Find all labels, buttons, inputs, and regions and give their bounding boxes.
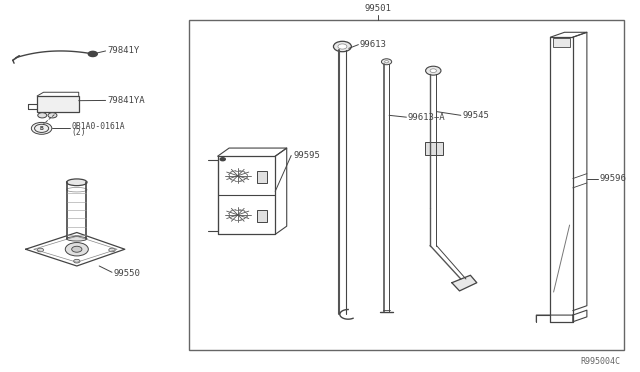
Circle shape [333,41,351,52]
Circle shape [338,44,347,49]
Text: 79841Y: 79841Y [108,46,140,55]
Circle shape [74,235,80,239]
Bar [189,20,624,350]
Text: 99596: 99596 [600,174,627,183]
Circle shape [88,51,97,57]
Circle shape [38,113,47,118]
Polygon shape [452,275,477,291]
Circle shape [37,248,44,252]
Circle shape [72,246,82,252]
Text: 0B1A0-0161A: 0B1A0-0161A [72,122,125,131]
Text: 99550: 99550 [114,269,141,278]
Text: 99613: 99613 [360,40,387,49]
Bar [425,142,443,155]
Circle shape [381,59,392,65]
Text: 79841YA: 79841YA [108,96,145,105]
Ellipse shape [67,179,87,186]
Circle shape [31,122,52,134]
Circle shape [35,124,49,132]
Text: 99545: 99545 [462,111,489,120]
Text: R995004C: R995004C [581,357,621,366]
Bar [257,171,267,183]
Circle shape [48,113,57,118]
Bar [37,96,79,112]
Circle shape [220,158,225,161]
Circle shape [430,69,436,73]
Text: 99613+A: 99613+A [408,113,445,122]
Circle shape [74,259,80,263]
Bar [553,38,570,46]
Text: B: B [40,126,44,131]
Text: 99595: 99595 [293,151,320,160]
Text: (2): (2) [72,128,86,137]
Bar [257,211,267,222]
Ellipse shape [67,237,87,241]
Circle shape [109,248,115,252]
Circle shape [65,243,88,256]
Circle shape [426,66,441,75]
Text: 99501: 99501 [364,4,391,13]
Circle shape [385,61,388,63]
